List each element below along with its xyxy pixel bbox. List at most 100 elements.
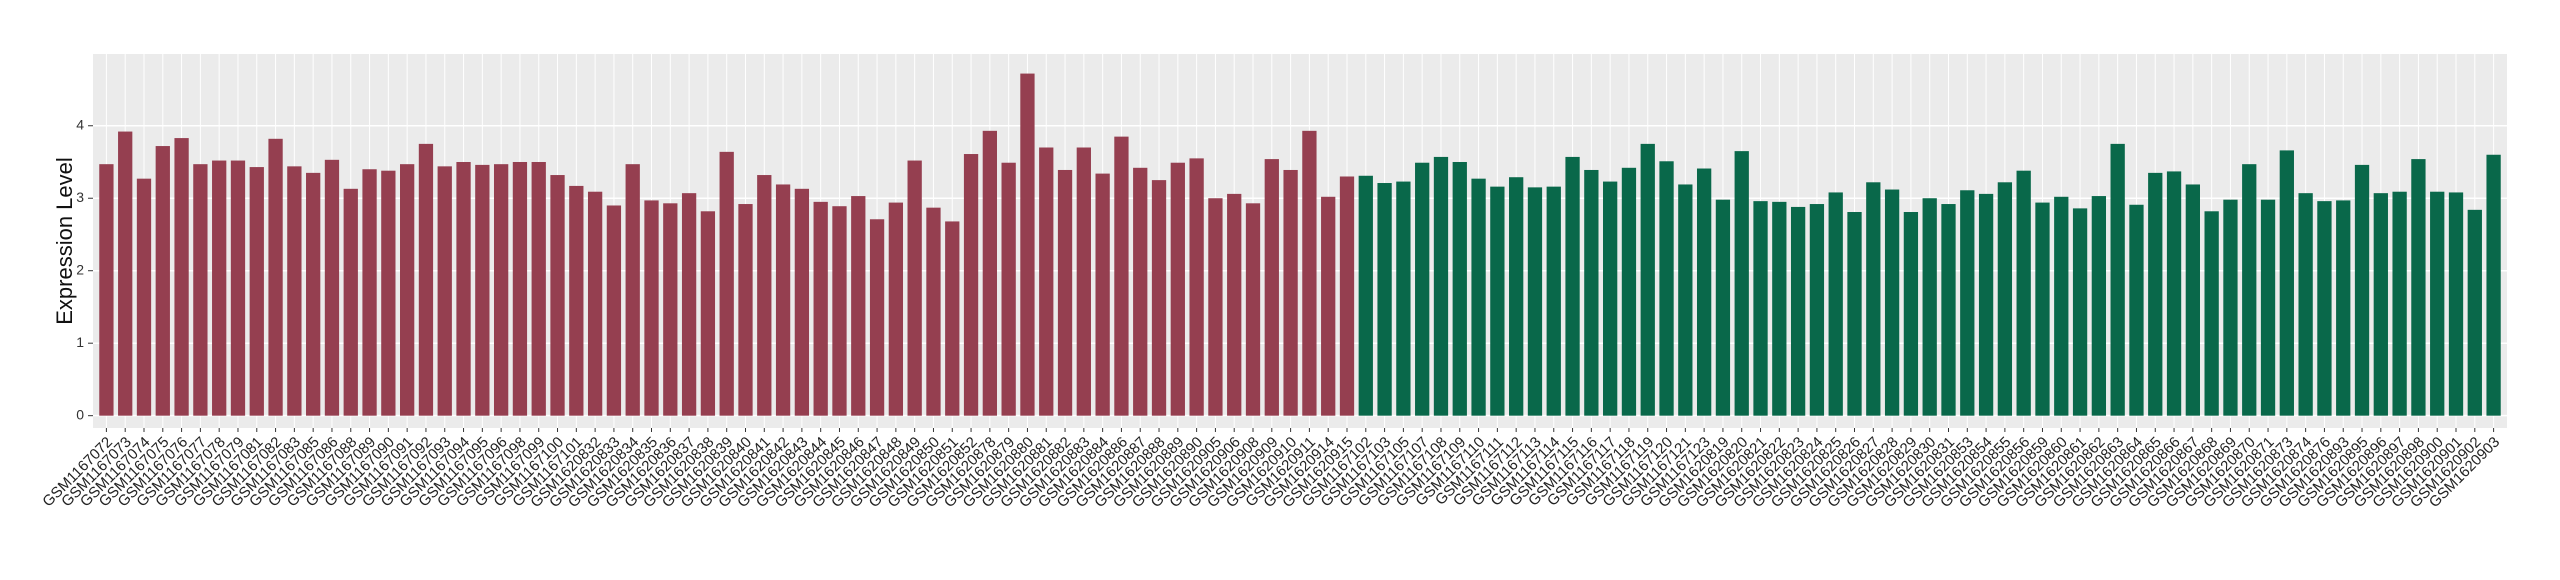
bar [118, 131, 133, 416]
bar [794, 188, 810, 416]
bar [155, 146, 170, 416]
bar [644, 200, 659, 416]
bar [681, 193, 697, 416]
bar [2467, 209, 2482, 416]
bar [230, 160, 246, 416]
bar [268, 138, 283, 416]
bar [324, 159, 340, 416]
bar [1509, 177, 1524, 416]
bar [306, 172, 321, 416]
bar [738, 204, 753, 416]
bar [569, 185, 584, 416]
bar [869, 219, 885, 416]
bar [456, 161, 471, 416]
bar [493, 164, 509, 416]
bar [982, 130, 997, 416]
bar [2260, 199, 2276, 416]
bar [1678, 184, 1693, 416]
bar [1659, 161, 1674, 416]
bar [1847, 212, 1862, 416]
bar [2279, 150, 2294, 416]
bar [1903, 212, 1919, 416]
bar [1133, 167, 1148, 416]
bar [1151, 180, 1167, 416]
bar [193, 164, 208, 416]
bar [2392, 191, 2407, 416]
bar [1527, 187, 1543, 416]
bar [2072, 208, 2088, 416]
bar [1227, 193, 1242, 416]
bar [1321, 196, 1336, 416]
bar [1997, 182, 2013, 416]
bar [2204, 211, 2219, 416]
bar [1114, 136, 1129, 416]
bar [381, 170, 396, 416]
bar [1302, 130, 1317, 416]
bar [1170, 162, 1185, 416]
y-tick-label: 0 [76, 406, 84, 422]
bar [343, 188, 358, 416]
bar [1189, 158, 1204, 416]
y-tick-label: 1 [76, 334, 84, 350]
bar [362, 169, 377, 416]
bar [1208, 198, 1223, 416]
bar [700, 211, 716, 416]
bar [1696, 168, 1712, 416]
bar [1039, 147, 1054, 416]
bar [1358, 175, 1373, 416]
bar [2129, 204, 2144, 416]
bar [1884, 189, 1900, 416]
bar [1584, 169, 1599, 416]
bar [1452, 161, 1467, 416]
bar [1866, 182, 1881, 416]
bar [1790, 206, 1806, 416]
bar [1640, 143, 1655, 416]
bar [2430, 191, 2445, 416]
bar [2298, 193, 2313, 416]
bar [1753, 201, 1768, 416]
bar [249, 167, 264, 416]
plot-background [93, 54, 2507, 428]
bar [963, 154, 979, 416]
bar [1546, 186, 1561, 416]
bar [1809, 204, 1825, 416]
bar [2317, 201, 2332, 416]
bar [475, 164, 490, 416]
bar [813, 201, 828, 416]
bar [1960, 190, 1975, 416]
bar [945, 221, 960, 416]
bar [2110, 143, 2125, 416]
bar [1095, 173, 1110, 416]
bar [1245, 203, 1261, 416]
bar [512, 161, 528, 416]
bar [1471, 178, 1486, 416]
bar [2035, 202, 2050, 416]
y-tick-label: 2 [76, 261, 84, 277]
bar [287, 166, 302, 416]
bar [1715, 199, 1731, 416]
bar [212, 160, 227, 416]
y-tick-label: 3 [76, 189, 84, 205]
bar [1922, 198, 1937, 416]
bar [99, 164, 114, 416]
bar [1941, 204, 1956, 416]
bar [2166, 171, 2182, 416]
bar [926, 207, 941, 416]
bar [1603, 181, 1618, 416]
bar [719, 151, 734, 416]
y-axis-title: Expression Level [52, 157, 77, 325]
bar [2411, 159, 2426, 416]
bar [832, 206, 847, 416]
bar [907, 160, 922, 416]
bar [1978, 193, 1994, 416]
bar [1283, 169, 1298, 416]
bar [2091, 196, 2107, 416]
y-tick-label: 4 [76, 116, 84, 132]
bar [1057, 169, 1073, 416]
bar [2336, 200, 2351, 416]
bar [1828, 192, 1843, 416]
bar [1377, 183, 1392, 416]
bar [1490, 186, 1505, 416]
bar [2054, 196, 2069, 416]
